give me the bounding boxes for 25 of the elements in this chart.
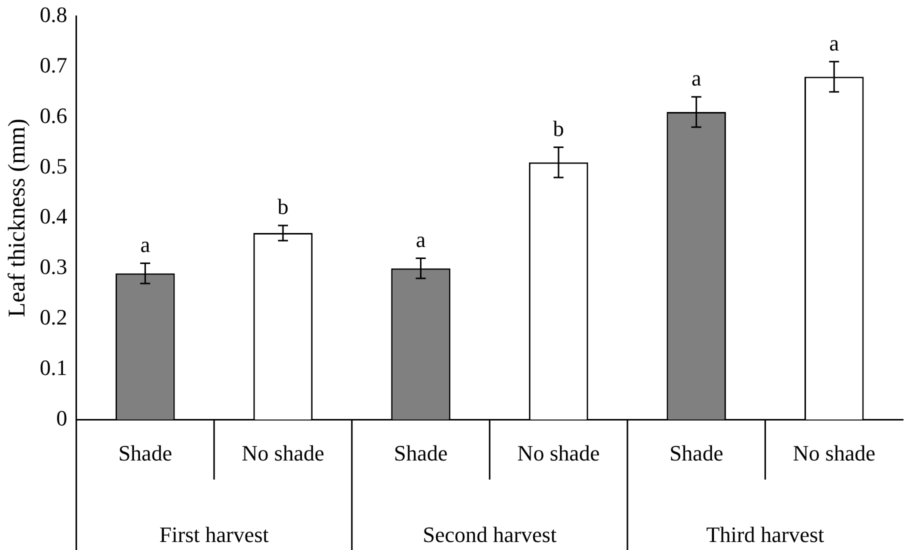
x-tick-label: Shade [669, 440, 724, 466]
data-label: a [140, 232, 150, 258]
y-tick-label: 0 [56, 405, 68, 430]
y-tick-label: 0.5 [40, 153, 68, 178]
x-tick-label: Shade [118, 440, 172, 466]
x-tick-label: No shade [792, 440, 876, 466]
y-tick-label: 0.3 [40, 254, 68, 280]
x-tick-label: Shade [394, 440, 448, 466]
text: First harvest [159, 522, 269, 547]
text: Third harvest [706, 522, 824, 547]
y-tick-label: 0.7 [40, 52, 68, 78]
data-label: a [829, 30, 840, 56]
y-tick-label: 0.2 [40, 304, 68, 330]
x-tick-label: No shade [517, 440, 600, 466]
x-tick-label: No shade [242, 440, 324, 466]
y-tick-label: 0.1 [40, 354, 68, 380]
y-tick-label: 0.4 [40, 204, 68, 229]
data-label: a [416, 227, 426, 252]
y-tick-label: 0.8 [40, 2, 68, 27]
data-label: b [553, 116, 564, 142]
y-axis-title: Leaf thickness (mm) [4, 118, 31, 318]
text: Second harvest [422, 522, 557, 547]
y-tick-label: 0.6 [40, 102, 68, 128]
data-label: b [277, 194, 288, 220]
data-label: a [691, 66, 702, 91]
